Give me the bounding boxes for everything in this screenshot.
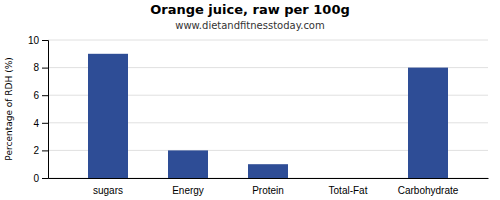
y-tick: 0: [33, 173, 48, 184]
x-tick-label: Total-Fat: [329, 185, 368, 196]
y-tick-label: 4: [33, 118, 39, 129]
y-tick-mark: [42, 123, 48, 124]
bars: [88, 54, 448, 178]
y-tick: 10: [28, 35, 48, 46]
subtitle: www.dietandfitnesstoday.com: [175, 20, 324, 31]
grid: [48, 40, 488, 178]
plot: 0 2 4 6 8 10 sugars Energy Protein Total-Fat Carbo…: [28, 35, 489, 196]
x-tick: Energy: [172, 185, 204, 196]
x-tick: Total-Fat: [329, 185, 368, 196]
y-axis-line: [42, 41, 49, 179]
y-tick-label: 2: [33, 145, 39, 156]
x-tick-label: Energy: [172, 185, 204, 196]
y-tick: 6: [33, 90, 48, 101]
bar: [168, 150, 208, 178]
x-tick-label: sugars: [93, 185, 123, 196]
y-axis: 0 2 4 6 8 10: [28, 35, 49, 184]
x-axis-line: [49, 178, 489, 179]
y-tick-mark: [42, 95, 48, 96]
y-tick-mark: [42, 68, 48, 69]
y-tick-mark: [42, 40, 48, 41]
chart: Orange juice, raw per 100g www.dietandfit…: [0, 0, 500, 200]
x-tick: Carbohydrate: [398, 185, 459, 196]
x-tick: sugars: [93, 185, 123, 196]
y-tick: 8: [33, 62, 48, 73]
y-tick: 4: [33, 118, 48, 129]
bar: [408, 68, 448, 178]
y-axis-title: Percentage of RDH (%): [4, 57, 14, 160]
bar: [248, 164, 288, 178]
title: Orange juice, raw per 100g: [150, 2, 350, 17]
y-tick-label: 6: [33, 90, 39, 101]
bar: [328, 178, 368, 179]
y-tick-label: 10: [28, 35, 40, 46]
y-tick-label: 0: [33, 173, 39, 184]
bar: [88, 54, 128, 178]
x-tick-label: Carbohydrate: [398, 185, 459, 196]
x-tick-label: Protein: [252, 185, 284, 196]
grid-line: [48, 40, 488, 41]
x-tick: Protein: [252, 185, 284, 196]
y-tick-mark: [42, 150, 48, 151]
y-tick: 2: [33, 145, 48, 156]
y-tick-mark: [42, 178, 48, 179]
x-axis: sugars Energy Protein Total-Fat Carbohydrate: [49, 179, 489, 197]
y-tick-label: 8: [33, 62, 39, 73]
